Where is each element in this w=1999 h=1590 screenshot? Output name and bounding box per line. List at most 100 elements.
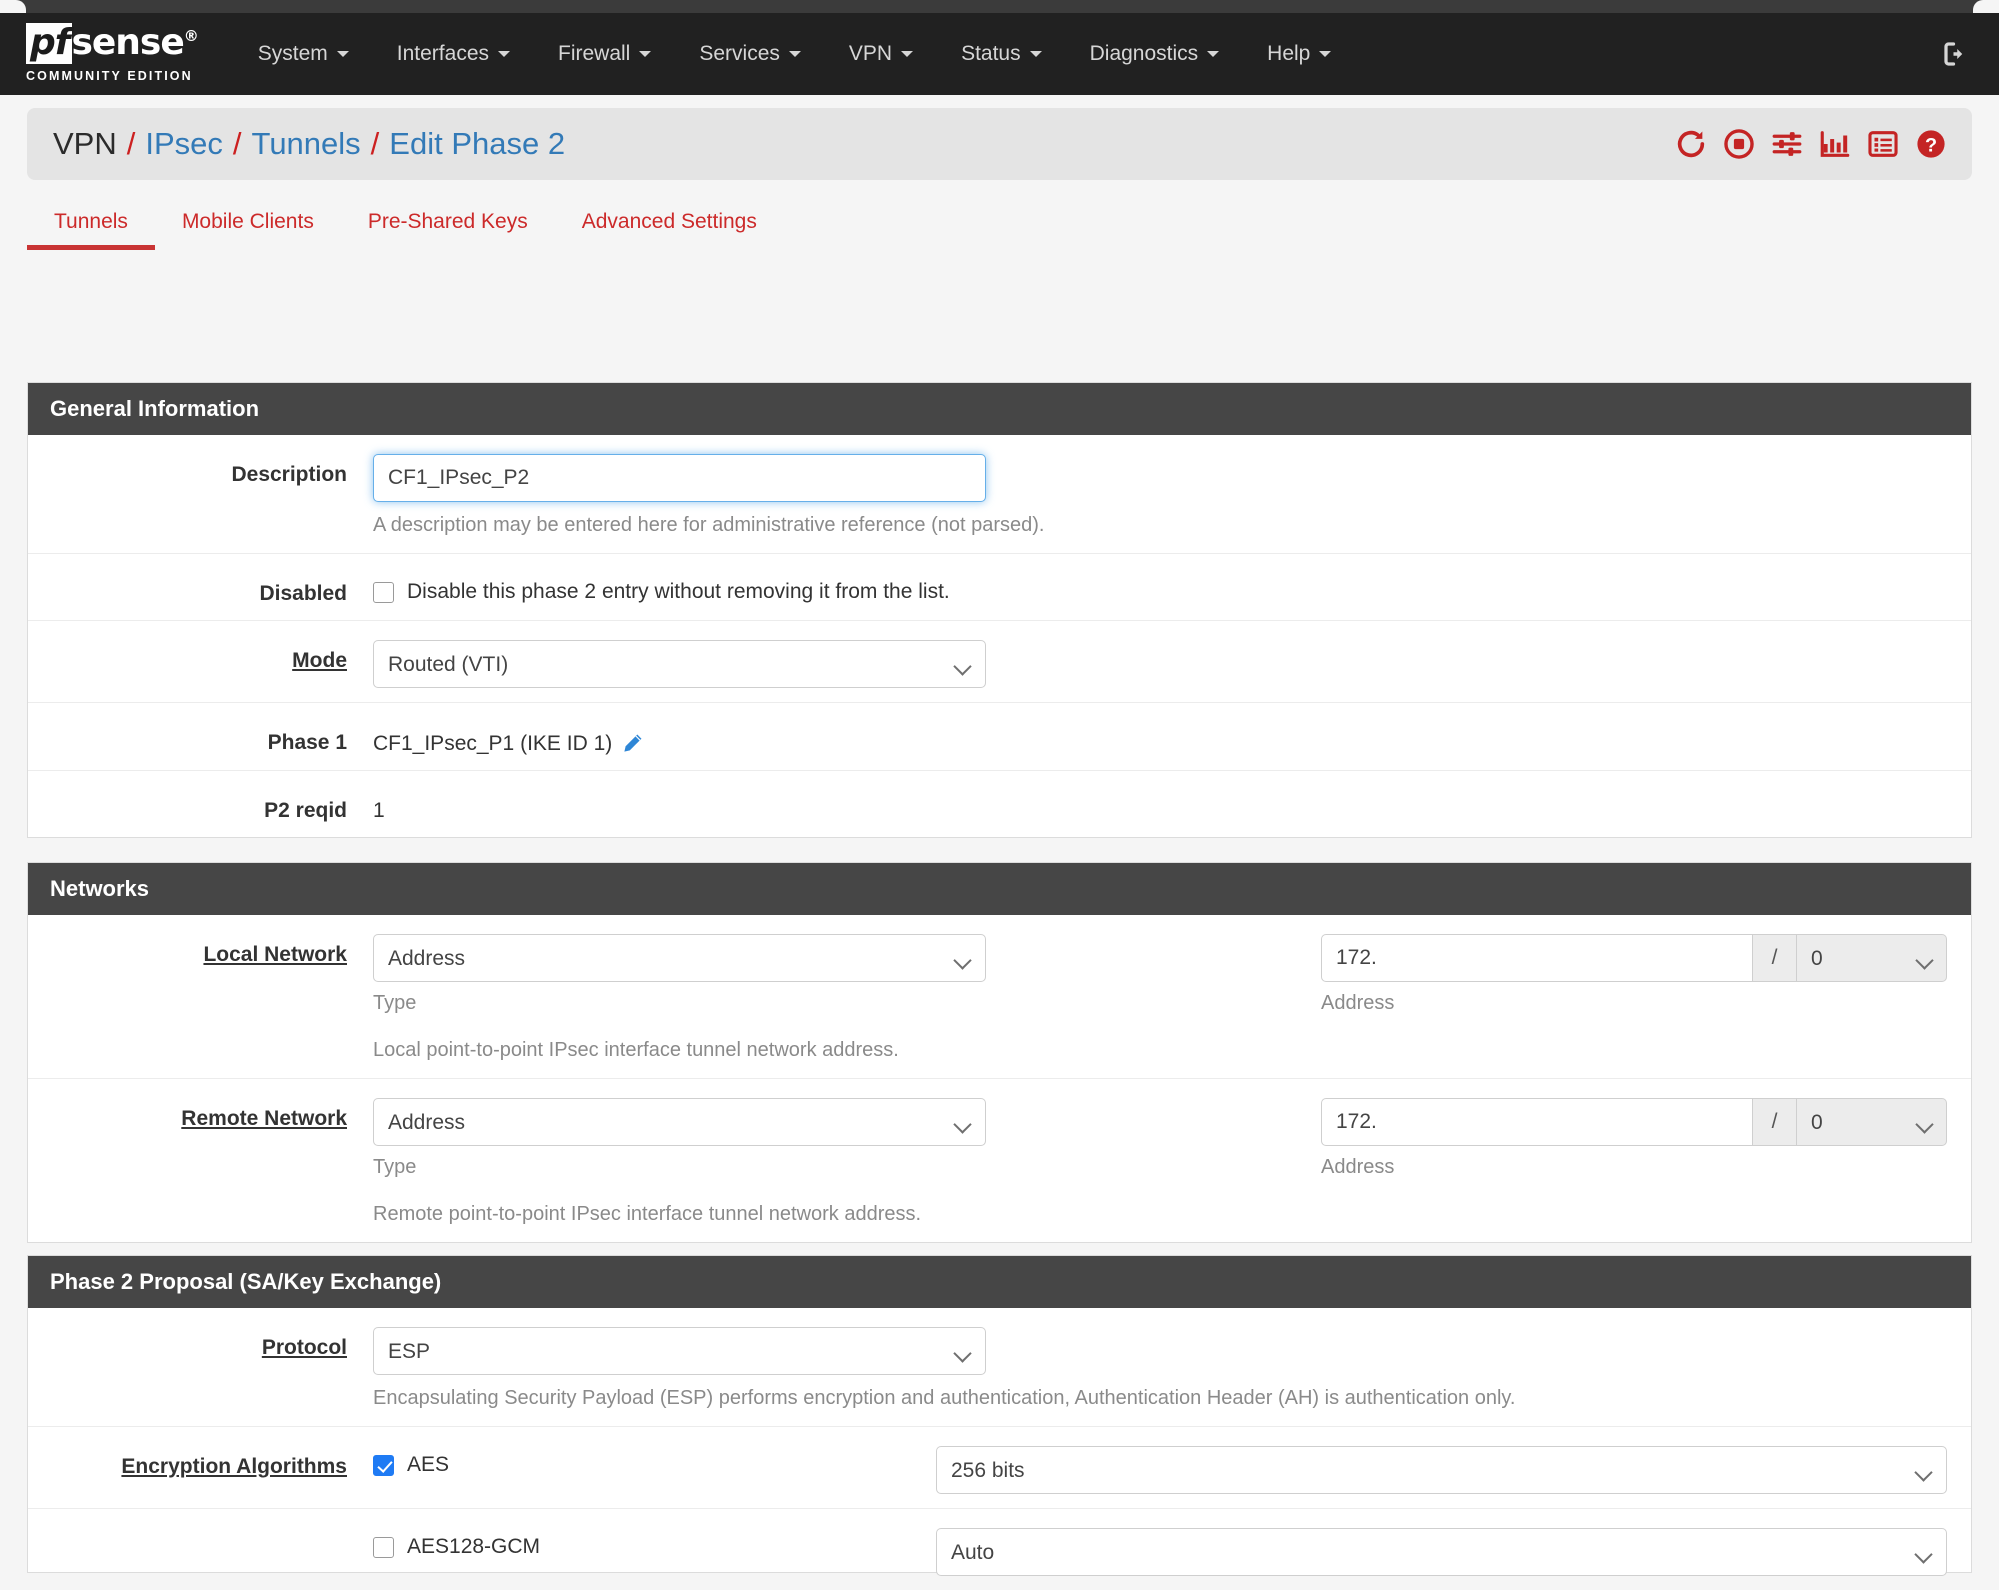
aes-keylength-select[interactable]: 256 bits	[936, 1446, 1947, 1494]
mode-label[interactable]: Mode	[292, 649, 347, 672]
protocol-label[interactable]: Protocol	[261, 1336, 347, 1359]
nav-item-services[interactable]: Services	[675, 13, 825, 95]
nav-item-vpn[interactable]: VPN	[825, 13, 937, 95]
mode-select-wrap: Routed (VTI)	[373, 640, 986, 688]
list-icon[interactable]	[1866, 127, 1900, 161]
remote-network-address-group: / 0 Address	[1321, 1098, 1947, 1179]
nav-item-help[interactable]: Help	[1243, 13, 1355, 95]
algo-row-aes128gcm: AES128-GCM Auto	[373, 1528, 1947, 1576]
sliders-icon[interactable]	[1770, 127, 1804, 161]
phase1-row: Phase 1 CF1_IPsec_P1 (IKE ID 1)	[28, 702, 1971, 770]
aes128gcm-checkbox[interactable]	[373, 1536, 394, 1558]
local-network-type-group: Address Type	[373, 934, 986, 1015]
remote-network-address-input[interactable]	[1321, 1098, 1753, 1146]
remote-network-label[interactable]: Remote Network	[181, 1107, 347, 1130]
navbar-menu: System Interfaces Firewall Services VPN …	[234, 13, 1977, 95]
phase1-value-line: CF1_IPsec_P1 (IKE ID 1)	[373, 722, 1947, 756]
aes128gcm-keylength-select[interactable]: Auto	[936, 1528, 1947, 1576]
chevron-down-icon	[498, 51, 510, 57]
stop-circle-icon[interactable]	[1722, 127, 1756, 161]
top-strip-right-corner	[1973, 0, 1999, 13]
disabled-checkbox-line[interactable]: Disable this phase 2 entry without remov…	[373, 573, 1947, 604]
svg-text:?: ?	[1925, 134, 1937, 156]
p2reqid-body: 1	[373, 790, 1971, 823]
refresh-icon[interactable]	[1674, 127, 1708, 161]
nav-label: System	[257, 42, 328, 65]
tab-pre-shared-keys[interactable]: Pre-Shared Keys	[341, 196, 555, 250]
phase2-proposal-panel: Phase 2 Proposal (SA/Key Exchange) Proto…	[27, 1255, 1972, 1576]
phase2-proposal-header: Phase 2 Proposal (SA/Key Exchange)	[28, 1256, 1971, 1308]
breadcrumb-link-tunnels[interactable]: Tunnels	[251, 126, 361, 161]
remote-network-controls: Address Type / 0 A	[373, 1098, 1947, 1179]
remote-network-mask-select[interactable]: 0	[1797, 1098, 1947, 1146]
local-address-slash: /	[1753, 934, 1797, 982]
tab-advanced-settings[interactable]: Advanced Settings	[555, 196, 784, 250]
chevron-down-icon	[788, 51, 801, 57]
local-network-label[interactable]: Local Network	[203, 943, 347, 966]
local-network-type-select[interactable]: Address	[373, 934, 986, 982]
local-network-help: Local point-to-point IPsec interface tun…	[373, 1039, 899, 1061]
ipsec-tabs: Tunnels Mobile Clients Pre-Shared Keys A…	[27, 196, 1972, 268]
nav-item-status[interactable]: Status	[937, 13, 1066, 95]
tab-label: Mobile Clients	[181, 210, 314, 233]
description-input[interactable]	[373, 454, 986, 502]
local-network-type-sublabel: Type	[373, 992, 417, 1014]
logout-icon[interactable]	[1941, 39, 1977, 69]
breadcrumb-link-ipsec[interactable]: IPsec	[145, 126, 223, 161]
local-network-address-input[interactable]	[1321, 934, 1753, 982]
logo-subtitle: COMMUNITY EDITION	[26, 69, 193, 83]
phase1-value: CF1_IPsec_P1 (IKE ID 1)	[373, 731, 613, 755]
pfsense-wordmark: pf sense®	[26, 23, 199, 64]
disabled-checkbox-label: Disable this phase 2 entry without remov…	[407, 580, 950, 603]
protocol-body: ESP Encapsulating Security Payload (ESP)…	[373, 1327, 1971, 1412]
nav-label: VPN	[848, 42, 893, 65]
aes-checkbox[interactable]	[373, 1454, 394, 1476]
help-circle-icon[interactable]: ?	[1914, 127, 1948, 161]
local-network-mask-select[interactable]: 0	[1797, 934, 1947, 982]
registered-mark: ®	[183, 27, 199, 45]
chevron-down-icon	[1029, 51, 1042, 57]
breadcrumb-actions: ?	[1674, 127, 1948, 161]
protocol-select-wrap: ESP	[373, 1327, 986, 1375]
local-type-select-wrap: Address	[373, 934, 986, 982]
nav-label: Interfaces	[396, 42, 489, 65]
aes-checkbox-line[interactable]: AES	[373, 1446, 449, 1477]
nav-label: Firewall	[558, 42, 631, 65]
pfsense-logo[interactable]: pf sense® COMMUNITY EDITION	[26, 23, 199, 85]
chevron-down-icon	[336, 51, 349, 57]
pencil-icon[interactable]	[620, 731, 645, 756]
aes128gcm-checkbox-line[interactable]: AES128-GCM	[373, 1528, 540, 1559]
chevron-down-icon	[1207, 51, 1220, 57]
breadcrumb-current-edit-phase-2[interactable]: Edit Phase 2	[389, 126, 566, 161]
remote-network-type-select[interactable]: Address	[373, 1098, 986, 1146]
phase1-label: Phase 1	[267, 731, 347, 754]
protocol-select[interactable]: ESP	[373, 1327, 986, 1375]
breadcrumb-separator: /	[232, 126, 242, 161]
encryption-algorithms-label[interactable]: Encryption Algorithms	[121, 1455, 347, 1478]
protocol-row: Protocol ESP Encapsulating Security Payl…	[28, 1308, 1971, 1426]
networks-panel: Networks Local Network Address Type /	[27, 862, 1972, 1243]
nav-item-interfaces[interactable]: Interfaces	[373, 13, 534, 95]
tab-mobile-clients[interactable]: Mobile Clients	[155, 196, 341, 250]
mode-select[interactable]: Routed (VTI)	[373, 640, 986, 688]
description-help: A description may be entered here for ad…	[373, 514, 1045, 536]
mode-body: Routed (VTI)	[373, 640, 1971, 688]
encryption-aes128gcm-row: AES128-GCM Auto	[28, 1508, 1971, 1590]
nav-item-diagnostics[interactable]: Diagnostics	[1066, 13, 1244, 95]
top-strip-left-corner	[0, 0, 26, 13]
tab-tunnels[interactable]: Tunnels	[27, 196, 155, 250]
aes-keylength-select-wrap: 256 bits	[936, 1446, 1947, 1494]
p2reqid-row: P2 reqid 1	[28, 770, 1971, 837]
chevron-down-icon	[1319, 51, 1332, 57]
remote-network-type-sublabel: Type	[373, 1156, 417, 1178]
local-network-row: Local Network Address Type /	[28, 915, 1971, 1078]
local-network-body: Address Type / 0 A	[373, 934, 1971, 1064]
nav-item-firewall[interactable]: Firewall	[534, 13, 675, 95]
disabled-checkbox[interactable]	[373, 581, 394, 603]
p2reqid-value: 1	[373, 799, 385, 822]
remote-network-body: Address Type / 0 A	[373, 1098, 1971, 1228]
bar-chart-icon[interactable]	[1818, 127, 1852, 161]
phase1-body: CF1_IPsec_P1 (IKE ID 1)	[373, 722, 1971, 756]
nav-item-system[interactable]: System	[234, 13, 373, 95]
networks-header: Networks	[28, 863, 1971, 915]
